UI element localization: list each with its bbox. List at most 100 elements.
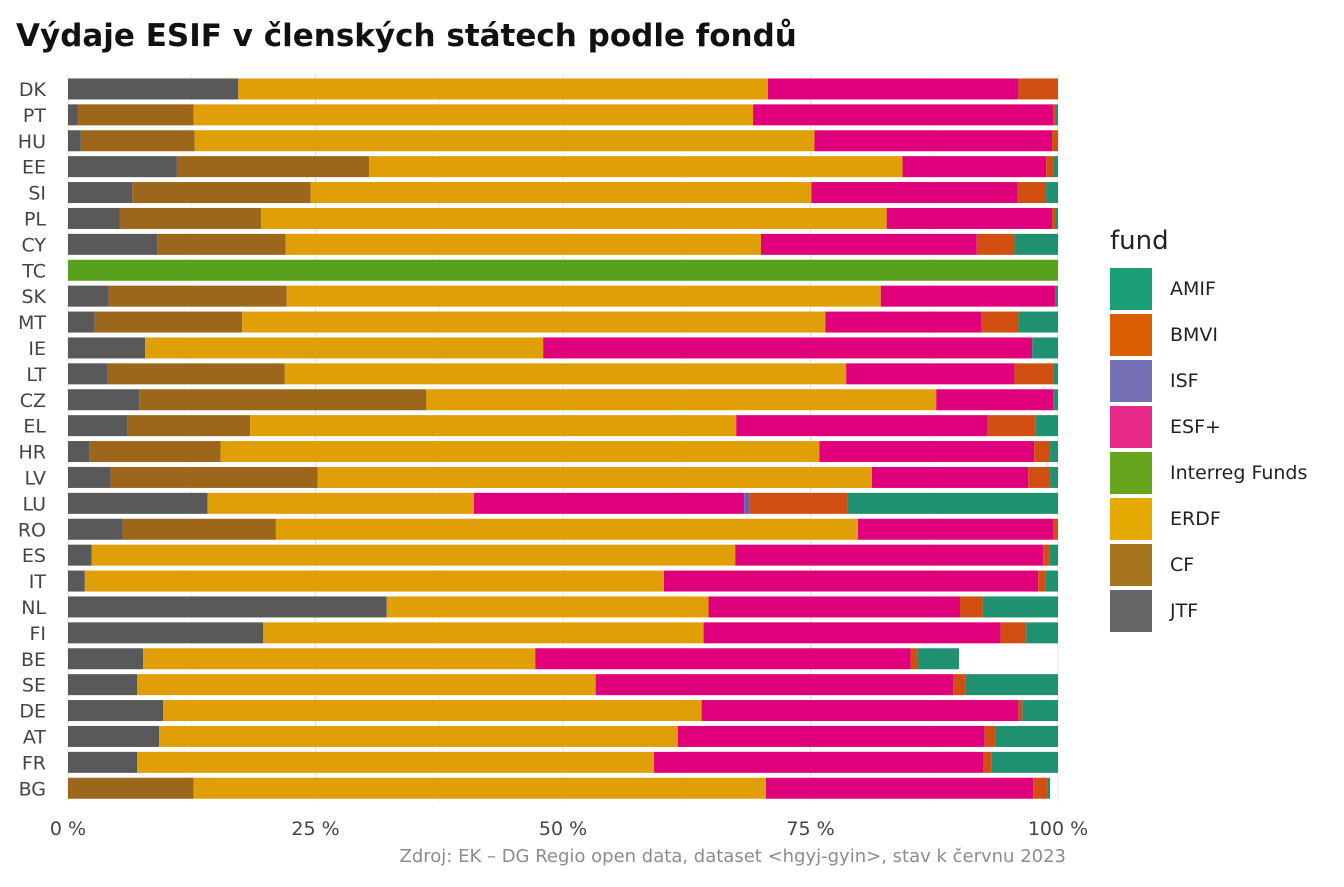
bar-NL-erdf bbox=[386, 596, 709, 618]
bar-BE-esf- bbox=[535, 648, 911, 670]
bar-FR-bmvi bbox=[983, 751, 992, 773]
bar-PT-erdf bbox=[193, 104, 754, 126]
bar-BE-bmvi bbox=[910, 648, 918, 670]
legend-swatch bbox=[1110, 360, 1152, 402]
y-tick-label: IE bbox=[28, 338, 46, 360]
bar-SE-amif bbox=[965, 674, 1058, 696]
bar-FR-amif bbox=[991, 751, 1058, 773]
bar-HR-cf bbox=[89, 441, 221, 463]
y-tick-label: LT bbox=[26, 364, 46, 386]
bars bbox=[68, 78, 1058, 799]
bar-EE-erdf bbox=[368, 156, 903, 178]
bar-HR-amif bbox=[1050, 441, 1058, 463]
bar-HR-erdf bbox=[220, 441, 820, 463]
y-tick-label: CY bbox=[21, 234, 46, 256]
bar-AT-amif bbox=[995, 725, 1058, 747]
legend-label: Interreg Funds bbox=[1170, 462, 1308, 484]
bar-DK-jtf bbox=[68, 78, 239, 100]
bar-HR-bmvi bbox=[1034, 441, 1051, 463]
legend: fund AMIF BMVI ISF ESF+ Interreg Funds ERDF CF… bbox=[1110, 226, 1307, 634]
bar-FI-bmvi bbox=[1000, 622, 1027, 644]
y-axis-labels: DK PT HU EE SI PL CY TC SK MT IE LT CZ EL HR LV LU RO ES IT… bbox=[18, 79, 47, 800]
bar-LV-esf- bbox=[871, 466, 1029, 488]
bar-SI-esf- bbox=[811, 182, 1018, 204]
bar-IE-jtf bbox=[68, 337, 146, 359]
bar-BG-cf bbox=[68, 777, 194, 799]
bar-LU-jtf bbox=[68, 492, 208, 514]
bar-HU-erdf bbox=[194, 130, 815, 152]
bar-EL-esf- bbox=[736, 415, 988, 437]
bar-EE-amif bbox=[1053, 156, 1058, 178]
bar-FI-esf- bbox=[703, 622, 1001, 644]
legend-item: JTF bbox=[1110, 588, 1307, 634]
bar-TC-interreg-funds bbox=[68, 259, 1058, 281]
bar-EE-esf- bbox=[902, 156, 1047, 178]
y-tick-label: LV bbox=[25, 467, 47, 489]
bar-IE-esf- bbox=[543, 337, 1033, 359]
bar-DE-esf- bbox=[701, 700, 1019, 722]
legend-item: ERDF bbox=[1110, 496, 1307, 542]
x-tick-label: 50 % bbox=[539, 818, 587, 840]
bar-EL-erdf bbox=[250, 415, 737, 437]
x-tick-label: 100 % bbox=[1028, 818, 1088, 840]
y-tick-label: TC bbox=[21, 260, 46, 282]
bar-ES-esf- bbox=[735, 544, 1044, 566]
bar-CZ-bmvi bbox=[1053, 389, 1055, 411]
bar-LT-erdf bbox=[284, 363, 847, 385]
legend-swatch bbox=[1110, 544, 1152, 586]
legend-item: BMVI bbox=[1110, 312, 1307, 358]
bar-CZ-cf bbox=[139, 389, 427, 411]
legend-label: CF bbox=[1170, 554, 1195, 576]
bar-SE-jtf bbox=[68, 674, 138, 696]
y-tick-label: FI bbox=[29, 623, 46, 645]
bar-MT-esf- bbox=[825, 311, 982, 333]
bar-IT-esf- bbox=[663, 570, 1039, 592]
source-caption: Zdroj: EK – DG Regio open data, dataset … bbox=[399, 846, 1066, 867]
y-tick-label: FR bbox=[22, 752, 46, 774]
bar-DE-jtf bbox=[68, 700, 164, 722]
bar-RO-bmvi bbox=[1053, 518, 1058, 540]
y-tick-label: SK bbox=[21, 286, 46, 308]
bar-MT-amif bbox=[1018, 311, 1058, 333]
legend-label: JTF bbox=[1170, 600, 1199, 622]
bar-SK-cf bbox=[108, 285, 287, 307]
legend-item: ESF+ bbox=[1110, 404, 1307, 450]
bar-FR-erdf bbox=[137, 751, 655, 773]
bar-RO-esf- bbox=[858, 518, 1054, 540]
bar-BE-erdf bbox=[143, 648, 536, 670]
bar-HU-jtf bbox=[68, 130, 81, 152]
bar-CY-jtf bbox=[68, 233, 158, 255]
bar-RO-cf bbox=[122, 518, 276, 540]
bar-SK-amif bbox=[1055, 285, 1058, 307]
bar-RO-amif bbox=[1057, 518, 1058, 540]
bar-MT-cf bbox=[94, 311, 243, 333]
bar-PT-bmvi bbox=[1053, 104, 1056, 126]
bar-PL-esf- bbox=[886, 207, 1053, 229]
y-tick-label: AT bbox=[23, 726, 47, 748]
bar-CY-erdf bbox=[285, 233, 761, 255]
bar-DK-bmvi bbox=[1018, 78, 1058, 100]
y-tick-label: RO bbox=[18, 519, 46, 541]
legend-title: fund bbox=[1110, 226, 1169, 256]
bar-SE-bmvi bbox=[953, 674, 966, 696]
bar-CY-bmvi bbox=[976, 233, 1015, 255]
y-tick-label: BE bbox=[21, 649, 46, 671]
bar-MT-bmvi bbox=[981, 311, 1019, 333]
bar-HU-cf bbox=[80, 130, 195, 152]
bar-LT-cf bbox=[107, 363, 285, 385]
bar-CZ-amif bbox=[1054, 389, 1058, 411]
bar-NL-amif bbox=[982, 596, 1058, 618]
y-tick-label: EE bbox=[22, 157, 46, 179]
bar-EE-cf bbox=[176, 156, 369, 178]
bar-LU-bmvi bbox=[749, 492, 848, 514]
bar-EL-amif bbox=[1035, 415, 1058, 437]
bar-PL-jtf bbox=[68, 207, 120, 229]
legend-swatch bbox=[1110, 268, 1152, 310]
y-tick-label: LU bbox=[22, 493, 46, 515]
legend-label: ESF+ bbox=[1170, 416, 1221, 438]
bar-SK-esf- bbox=[880, 285, 1056, 307]
bar-LT-bmvi bbox=[1014, 363, 1054, 385]
y-tick-label: DE bbox=[19, 701, 46, 723]
x-tick-label: 25 % bbox=[291, 818, 339, 840]
bar-EL-jtf bbox=[68, 415, 128, 437]
